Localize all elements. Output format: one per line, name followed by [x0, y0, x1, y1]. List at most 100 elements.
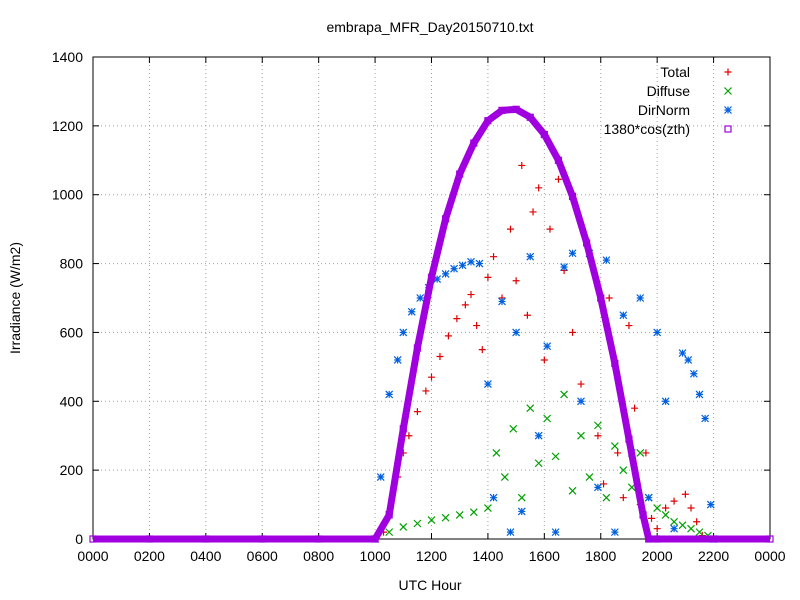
- data-point-dirnorm: [560, 263, 569, 271]
- data-point-diffuse: [455, 510, 464, 519]
- data-point-dirnorm: [517, 507, 526, 516]
- y-tick-label: 600: [60, 324, 84, 340]
- grid: [93, 57, 770, 539]
- data-point-dirnorm: [458, 261, 467, 270]
- legend-marker-total: [724, 68, 732, 76]
- data-point-diffuse: [653, 504, 662, 512]
- y-tick-label: 800: [60, 256, 84, 272]
- data-point-dirnorm: [594, 483, 602, 492]
- data-point-1380-cos-zth: [413, 344, 421, 352]
- data-point-1380-cos-zth: [470, 139, 478, 147]
- data-point-1380-cos-zth: [645, 535, 653, 543]
- data-point-diffuse: [577, 431, 585, 440]
- data-point-1380-cos-zth: [202, 535, 210, 543]
- data-point-diffuse: [585, 473, 594, 481]
- data-point-1380-cos-zth: [639, 511, 647, 519]
- data-point-total: [681, 490, 689, 498]
- data-point-diffuse: [385, 528, 394, 537]
- data-point-1380-cos-zth: [540, 130, 548, 139]
- data-point-total: [605, 294, 613, 302]
- data-point-diffuse: [483, 504, 492, 512]
- x-tick-label: 2200: [698, 548, 729, 564]
- data-point-dirnorm: [534, 431, 543, 440]
- data-point-diffuse: [602, 493, 611, 502]
- data-point-dirnorm: [670, 524, 679, 533]
- data-point-diffuse: [469, 508, 478, 517]
- data-point-total: [490, 253, 498, 261]
- data-point-diffuse: [413, 519, 422, 528]
- data-point-dirnorm: [475, 259, 484, 268]
- data-point-1380-cos-zth: [766, 535, 774, 543]
- y-tick-label: 1000: [52, 187, 83, 203]
- data-point-dirnorm: [526, 252, 535, 261]
- data-point-dirnorm: [636, 294, 645, 302]
- data-point-dirnorm: [678, 349, 687, 358]
- data-point-1380-cos-zth: [625, 435, 633, 443]
- data-point-diffuse: [399, 523, 408, 531]
- data-point-total: [461, 301, 469, 309]
- series-line-1380-cos-zth: [93, 105, 770, 543]
- y-tick-label: 200: [60, 462, 84, 478]
- data-point-total: [422, 387, 430, 395]
- data-point-dirnorm: [551, 528, 560, 537]
- data-point-1380-cos-zth: [526, 113, 534, 121]
- x-tick-label: 1400: [472, 548, 503, 564]
- data-point-total: [529, 208, 537, 216]
- legend-marker-diffuse: [724, 87, 732, 95]
- data-point-total: [436, 353, 444, 361]
- data-point-1380-cos-zth: [442, 215, 450, 223]
- data-point-diffuse: [619, 466, 628, 475]
- data-point-1380-cos-zth: [568, 192, 577, 201]
- data-point-1380-cos-zth: [258, 535, 266, 543]
- series-layer: [89, 105, 774, 543]
- y-axis-label: Irradiance (W/m2): [7, 242, 23, 354]
- data-point-total: [518, 161, 526, 169]
- x-tick-label: 1000: [360, 548, 391, 564]
- data-point-dirnorm: [483, 380, 492, 388]
- data-point-total: [478, 346, 486, 354]
- data-point-total: [523, 311, 531, 319]
- data-point-total: [594, 432, 602, 440]
- data-point-dirnorm: [399, 328, 408, 337]
- axis-ticks: 0000 0200 0400 0600 0800 1000 1200 1400 1600 1800…: [52, 49, 786, 564]
- data-point-1380-cos-zth: [498, 106, 506, 114]
- data-point-dirnorm: [498, 297, 506, 306]
- data-point-diffuse: [636, 449, 645, 457]
- data-point-total: [648, 514, 656, 522]
- x-tick-label: 0000: [77, 548, 108, 564]
- data-point-dirnorm: [684, 356, 693, 364]
- data-point-1380-cos-zth: [583, 239, 591, 247]
- data-point-dirnorm: [489, 493, 498, 502]
- y-tick-label: 1400: [52, 49, 83, 65]
- data-point-dirnorm: [653, 328, 662, 337]
- data-point-diffuse: [427, 516, 436, 524]
- x-tick-label: 1200: [416, 548, 447, 564]
- data-point-total: [625, 322, 633, 330]
- data-point-diffuse: [526, 404, 535, 413]
- data-point-dirnorm: [393, 356, 402, 364]
- data-point-dirnorm: [543, 342, 552, 351]
- legend-label-total: Total: [660, 64, 690, 80]
- data-point-dirnorm: [416, 294, 425, 302]
- data-point-diffuse: [534, 459, 543, 468]
- data-point-dirnorm: [385, 390, 394, 399]
- data-point-1380-cos-zth: [385, 511, 393, 519]
- data-point-diffuse: [441, 513, 450, 522]
- data-point-diffuse: [517, 493, 526, 502]
- data-point-1380-cos-zth: [315, 535, 323, 543]
- data-point-dirnorm: [661, 397, 670, 406]
- x-tick-label: 0200: [134, 548, 165, 564]
- data-point-dirnorm: [450, 264, 458, 273]
- data-point-1380-cos-zth: [371, 535, 379, 543]
- x-tick-label: 0800: [303, 548, 334, 564]
- data-point-total: [428, 373, 435, 381]
- data-point-total: [467, 291, 475, 299]
- data-point-dirnorm: [506, 528, 515, 537]
- data-point-diffuse: [509, 424, 518, 433]
- data-point-total: [405, 432, 413, 440]
- data-point-1380-cos-zth: [597, 294, 605, 302]
- data-point-dirnorm: [568, 249, 577, 258]
- legend-label-diffuse: Diffuse: [647, 83, 691, 99]
- x-axis-label: UTC Hour: [398, 577, 461, 593]
